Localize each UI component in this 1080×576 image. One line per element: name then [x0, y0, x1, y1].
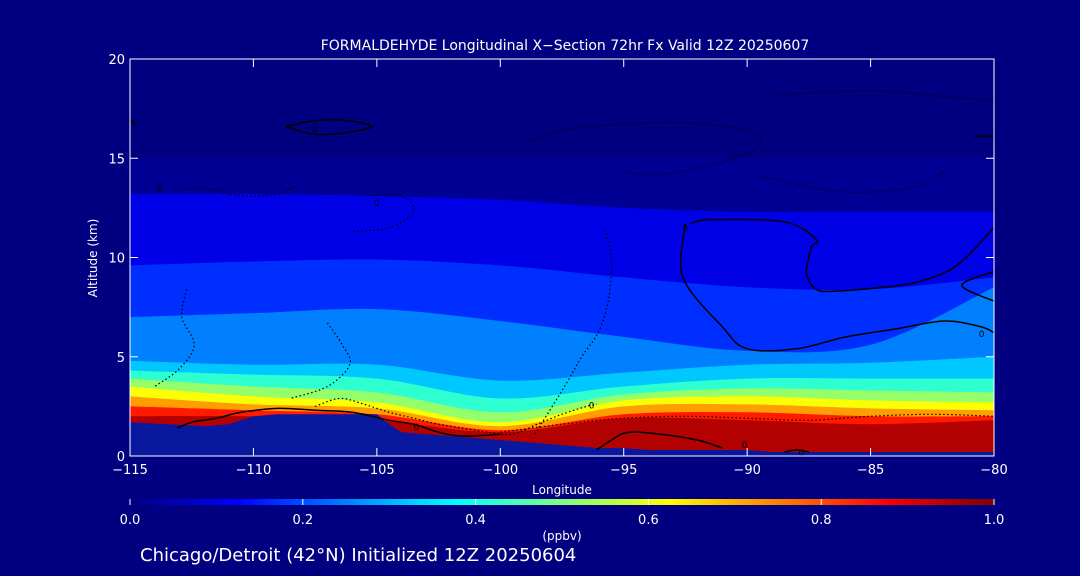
- heatmap-field: [130, 158, 994, 456]
- y-axis: 0 5 10 15 20: [108, 53, 994, 465]
- contour-label-4: 0: [979, 330, 985, 340]
- contour-line-13: [352, 194, 415, 233]
- x-tick-label: −95: [610, 463, 637, 478]
- colorbar-tick-label: 0.8: [811, 513, 832, 528]
- x-tick-label: −110: [236, 463, 272, 478]
- plot-area: 0 0 0 0 0 0 0 0 0: [129, 58, 995, 459]
- y-axis-label: Altitude (km): [86, 219, 100, 298]
- contour-line-0: [176, 407, 501, 437]
- contour-line-14: [524, 121, 762, 176]
- contour-line-9: [285, 119, 373, 136]
- contour-line-3: [784, 449, 810, 453]
- colorbar-tick-label: 0.6: [638, 513, 659, 528]
- terrain-profile: [130, 414, 994, 456]
- contour-line-7: [679, 223, 994, 352]
- colorbar-tick-label: 0.0: [120, 513, 141, 528]
- contour-labels: 0 0 0 0 0 0 0 0 0: [157, 125, 985, 459]
- y-tick-label: 10: [108, 252, 125, 267]
- terrain-mask: [130, 414, 994, 456]
- colorbar-tick-label: 0.4: [465, 513, 486, 528]
- y-tick-label: 15: [108, 152, 125, 167]
- colorbar-ticks: 0.0 0.2 0.4 0.6 0.8 1.0: [120, 499, 1005, 528]
- contour-label-0: 0: [312, 125, 318, 135]
- contour-label-6: 0: [742, 441, 748, 451]
- contour-label-8: 0: [589, 401, 595, 411]
- chart-title: FORMALDEHYDE Longitudinal X−Section 72hr…: [321, 38, 810, 54]
- contour-line-16: [776, 90, 994, 102]
- x-tick-label: −100: [482, 463, 518, 478]
- y-tick-label: 20: [108, 53, 125, 68]
- contour-line-1: [314, 397, 597, 436]
- x-axis: −115 −110 −105 −100 −95 −90 −85 −80: [112, 59, 1008, 478]
- contour-line-2: [596, 431, 723, 451]
- colorbar-gradient: [130, 499, 994, 505]
- y-tick-label: 5: [117, 351, 125, 366]
- x-tick-label: −90: [733, 463, 760, 478]
- colorbar-label: (ppbv): [542, 529, 581, 543]
- contour-lines: [130, 90, 994, 453]
- contour-line-12: [179, 185, 296, 197]
- x-tick-label: −115: [112, 463, 148, 478]
- contour-line-10: [130, 119, 136, 127]
- run-subtitle: Chicago/Detroit (42°N) Initialized 12Z 2…: [140, 545, 576, 566]
- contour-label-3: 0: [683, 225, 689, 235]
- contour-line-4: [500, 413, 994, 433]
- x-tick-label: −80: [980, 463, 1007, 478]
- contour-line-17: [290, 322, 351, 399]
- x-axis-label: Longitude: [532, 483, 592, 497]
- contour-label-7: 0: [799, 449, 805, 459]
- y-tick-label: 0: [117, 450, 125, 465]
- colorbar-tick-label: 1.0: [984, 513, 1005, 528]
- contour-label-5: 0: [413, 423, 419, 433]
- contour-line-5: [534, 227, 613, 435]
- contour-line-18: [154, 289, 195, 387]
- x-tick-label: −105: [359, 463, 395, 478]
- colorbar-tick-label: 0.2: [292, 513, 313, 528]
- contour-label-2: 0: [374, 199, 380, 209]
- x-tick-label: −85: [857, 463, 884, 478]
- contour-line-8: [961, 270, 994, 302]
- contour-label-1: 0: [157, 185, 163, 195]
- contour-line-6: [690, 218, 994, 293]
- colorbar: 0.0 0.2 0.4 0.6 0.8 1.0 (ppbv): [120, 499, 1005, 543]
